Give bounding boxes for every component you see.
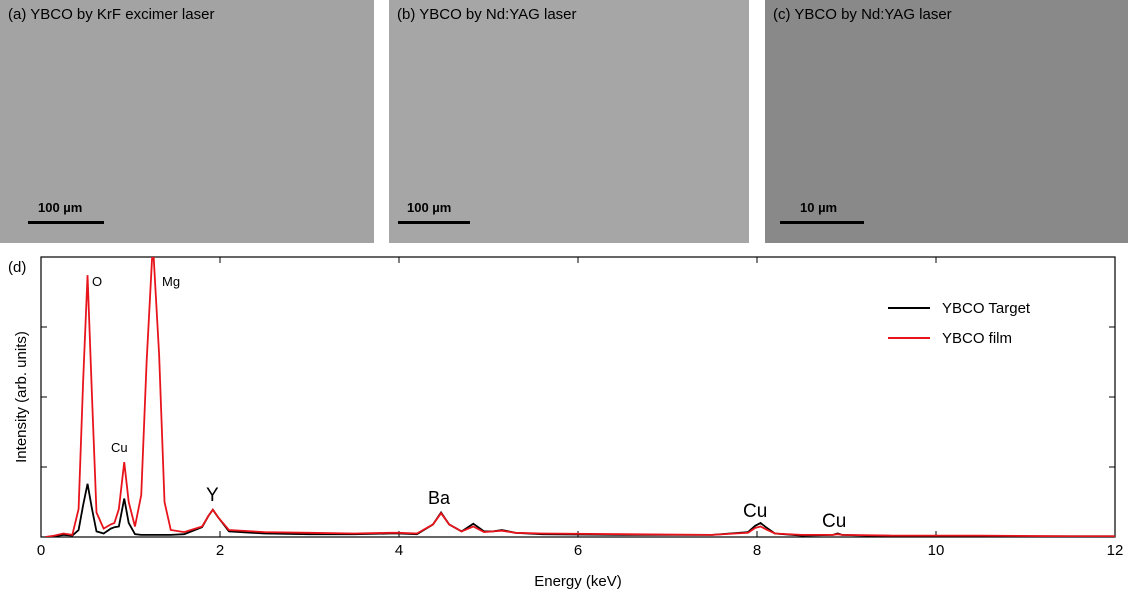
x-tick-label: 4	[395, 542, 403, 559]
panel-label: (d)	[8, 259, 26, 276]
spectrum-line	[45, 257, 1115, 537]
panel-label: (a) YBCO by KrF excimer laser	[8, 6, 215, 23]
sem-image: (a) YBCO by KrF excimer laser 100 µm	[0, 0, 374, 243]
spectrum-line	[45, 483, 1115, 537]
scale-bar	[780, 221, 864, 224]
x-tick-label: 0	[37, 542, 45, 559]
peak-annotation: Mg	[162, 274, 180, 289]
sem-image: (c) YBCO by Nd:YAG laser 10 µm	[765, 0, 1128, 243]
sem-image: (b) YBCO by Nd:YAG laser 100 µm	[389, 0, 749, 243]
legend-label: YBCO film	[942, 330, 1012, 347]
peak-annotation: Cu	[822, 511, 846, 532]
peak-annotation: Cu	[743, 501, 767, 522]
plot-frame	[40, 256, 1116, 538]
scale-bar	[28, 221, 104, 224]
x-tick-label: 10	[928, 542, 945, 559]
y-axis-label: Intensity (arb. units)	[13, 331, 30, 463]
x-tick-label: 6	[574, 542, 582, 559]
peak-annotation: O	[92, 274, 102, 289]
peak-annotation: Y	[206, 485, 219, 506]
peak-annotation: Ba	[428, 488, 451, 508]
scale-label: 10 µm	[800, 200, 838, 215]
x-tick-label: 8	[753, 542, 761, 559]
x-axis-label: Energy (keV)	[534, 573, 622, 590]
legend-label: YBCO Target	[942, 300, 1031, 317]
panel-label: (b) YBCO by Nd:YAG laser	[397, 6, 577, 23]
x-tick-label: 2	[216, 542, 224, 559]
scale-label: 100 µm	[407, 200, 452, 215]
scale-bar	[398, 221, 470, 224]
peak-annotation: Cu	[111, 440, 128, 455]
x-tick-label: 12	[1107, 542, 1124, 559]
scale-label: 100 µm	[38, 200, 83, 215]
panel-label: (c) YBCO by Nd:YAG laser	[773, 6, 952, 23]
